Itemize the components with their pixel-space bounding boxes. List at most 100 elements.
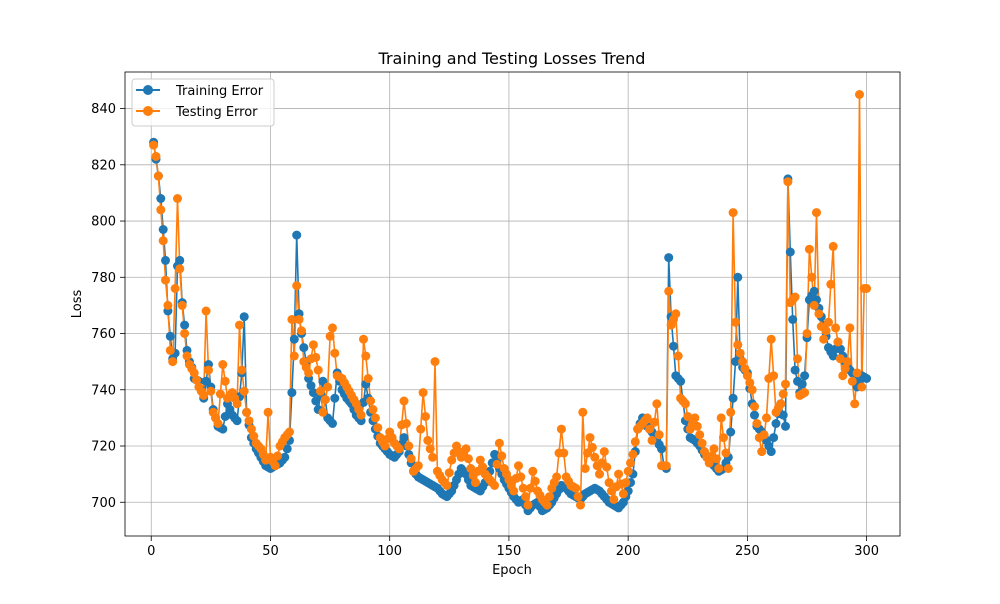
chart-title: Training and Testing Losses Trend (378, 49, 646, 68)
data-point (750, 410, 759, 420)
data-point (585, 433, 595, 443)
data-point (361, 351, 371, 361)
data-point (609, 494, 619, 504)
data-point (318, 407, 328, 417)
data-point (282, 444, 292, 454)
data-point (766, 334, 776, 344)
data-point (239, 312, 249, 322)
data-point (571, 483, 581, 493)
data-point (671, 309, 681, 319)
data-point (306, 381, 316, 391)
data-point (819, 334, 829, 344)
data-point (716, 413, 726, 423)
data-point (294, 315, 304, 324)
data-point (833, 337, 843, 347)
data-point (757, 447, 767, 457)
data-point (363, 374, 373, 383)
data-point (800, 371, 810, 381)
data-point (270, 461, 280, 471)
data-point (852, 368, 862, 378)
data-point (623, 466, 633, 476)
data-point (304, 368, 314, 378)
data-point (325, 331, 335, 341)
data-point (466, 464, 476, 473)
y-tick-label: 800 (91, 215, 116, 230)
data-point (802, 329, 812, 338)
data-point (237, 365, 247, 375)
data-point (714, 464, 724, 473)
data-point (423, 435, 433, 445)
x-tick-label: 50 (262, 544, 279, 559)
data-point (292, 281, 302, 291)
data-point (287, 315, 297, 324)
data-point (728, 393, 738, 403)
data-point (380, 441, 390, 451)
data-point (733, 272, 743, 282)
data-point (647, 435, 657, 445)
data-point (711, 454, 721, 464)
plot-frame (124, 71, 901, 537)
data-point (297, 326, 306, 336)
data-point (158, 225, 168, 234)
data-point (759, 430, 769, 440)
data-point (330, 348, 340, 358)
data-point (421, 412, 430, 421)
data-point (239, 386, 249, 396)
data-point (514, 461, 523, 471)
data-point (418, 388, 428, 398)
data-point (404, 441, 414, 451)
data-point (399, 433, 409, 443)
data-point (680, 399, 690, 409)
data-point (356, 410, 366, 420)
data-point (573, 492, 583, 502)
data-point (368, 405, 378, 414)
data-point (158, 236, 168, 246)
data-point (215, 389, 225, 399)
data-point (523, 500, 533, 510)
x-tick-label: 250 (735, 544, 760, 559)
data-point (747, 385, 757, 395)
data-point (308, 340, 318, 350)
data-point (828, 351, 838, 361)
data-point (153, 171, 163, 181)
data-point (416, 424, 426, 434)
data-point (857, 382, 867, 392)
data-point (204, 365, 213, 375)
data-point (766, 447, 776, 457)
y-tick-label: 780 (91, 271, 116, 286)
data-point (735, 348, 745, 358)
data-point (232, 416, 242, 426)
data-point (175, 264, 185, 274)
data-point (425, 444, 435, 454)
data-point (695, 430, 705, 440)
data-point (370, 413, 380, 423)
data-point (742, 371, 752, 381)
data-point (843, 357, 852, 367)
y-tick-label: 720 (91, 440, 116, 455)
data-point (156, 194, 166, 203)
data-point (461, 444, 471, 454)
data-point (292, 230, 302, 240)
data-point (373, 423, 383, 433)
data-point (246, 424, 256, 434)
data-point (783, 177, 793, 187)
x-tick-label: 0 (147, 544, 155, 559)
data-point (509, 486, 519, 496)
data-point (595, 469, 604, 479)
data-point (463, 454, 473, 464)
data-point (649, 417, 659, 427)
data-point (776, 399, 786, 409)
data-point (628, 449, 638, 459)
data-point (320, 395, 330, 405)
data-point (630, 437, 640, 447)
data-point (599, 447, 609, 457)
data-point (492, 459, 502, 469)
data-point (781, 421, 790, 431)
data-point (542, 500, 552, 510)
data-point (828, 241, 838, 251)
data-point (704, 458, 714, 468)
data-point (175, 255, 185, 265)
data-point (161, 275, 170, 285)
data-point (249, 431, 259, 441)
